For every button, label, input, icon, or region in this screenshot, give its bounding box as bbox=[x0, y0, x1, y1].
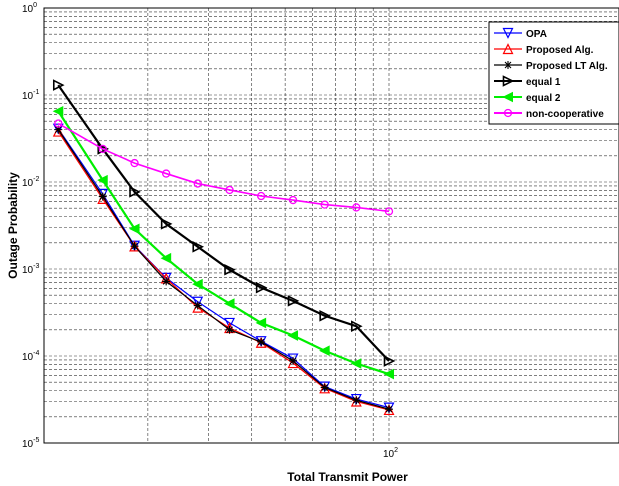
data-point bbox=[192, 240, 205, 253]
data-point bbox=[320, 383, 329, 392]
series-line bbox=[57, 84, 390, 362]
data-point bbox=[351, 320, 363, 333]
legend-box bbox=[488, 21, 619, 125]
data-point bbox=[162, 277, 171, 286]
legend-label: equal 1 bbox=[526, 77, 561, 88]
data-point bbox=[288, 195, 298, 205]
legend-marker bbox=[502, 91, 513, 103]
legend-item: non-cooperative bbox=[494, 108, 604, 120]
data-point bbox=[98, 144, 107, 154]
data-point bbox=[52, 105, 64, 117]
data-point bbox=[256, 191, 266, 201]
data-point bbox=[287, 330, 299, 341]
data-point bbox=[223, 298, 235, 309]
y-tick-label: 100 bbox=[22, 2, 37, 15]
data-point bbox=[352, 203, 361, 212]
data-point bbox=[257, 337, 266, 346]
data-point bbox=[52, 79, 65, 91]
legend-label: OPA bbox=[526, 29, 547, 40]
data-point bbox=[130, 242, 139, 251]
data-point bbox=[128, 223, 140, 235]
data-point bbox=[287, 295, 300, 307]
legend-marker bbox=[502, 43, 514, 55]
plot-frame bbox=[43, 7, 619, 444]
data-point bbox=[255, 281, 268, 294]
series-0 bbox=[52, 123, 395, 414]
y-tick-label: 10-1 bbox=[22, 89, 39, 102]
data-point bbox=[192, 296, 204, 308]
series-line bbox=[57, 128, 390, 409]
data-point bbox=[225, 325, 234, 334]
y-tick-label: 10-2 bbox=[22, 176, 39, 189]
data-point bbox=[162, 169, 171, 178]
data-point bbox=[289, 356, 298, 365]
series-5 bbox=[54, 119, 394, 216]
data-point bbox=[385, 405, 393, 414]
data-point bbox=[319, 309, 331, 322]
data-point bbox=[98, 192, 107, 201]
data-point bbox=[97, 174, 108, 186]
data-point bbox=[383, 368, 394, 380]
data-point bbox=[350, 358, 362, 369]
data-point bbox=[383, 404, 395, 416]
data-point bbox=[224, 263, 236, 276]
legend-marker bbox=[504, 61, 512, 69]
data-point bbox=[352, 396, 361, 405]
legend-label: non-cooperative bbox=[526, 109, 604, 120]
legend-marker bbox=[502, 27, 514, 39]
data-point bbox=[224, 317, 236, 329]
x-axis-title: Total Transmit Power bbox=[287, 470, 408, 484]
grid-lines bbox=[44, 8, 619, 443]
series-line bbox=[57, 122, 390, 213]
data-point bbox=[193, 301, 202, 310]
legend-marker bbox=[503, 108, 513, 118]
data-point bbox=[225, 185, 234, 195]
data-point bbox=[54, 125, 63, 134]
legend-item: OPA bbox=[494, 27, 547, 40]
legend-item: Proposed Alg. bbox=[494, 43, 594, 56]
data-point bbox=[192, 278, 203, 290]
y-tick-label: 10-4 bbox=[22, 350, 39, 363]
data-point bbox=[384, 207, 394, 216]
data-point bbox=[193, 179, 202, 188]
data-point bbox=[97, 143, 110, 155]
data-point bbox=[160, 252, 172, 264]
data-point bbox=[320, 200, 329, 209]
data-point bbox=[350, 395, 362, 407]
tick-labels: 100 10-1 10-2 10-3 10-4 10-5 102 bbox=[22, 2, 398, 460]
legend-item: equal 1 bbox=[494, 75, 561, 88]
legend: OPA Proposed Alg. Proposed LT Alg. equal 1 e… bbox=[488, 21, 619, 125]
data-point bbox=[160, 218, 173, 230]
series-1 bbox=[52, 125, 395, 416]
legend-item: equal 2 bbox=[494, 91, 561, 104]
series-4 bbox=[52, 105, 394, 380]
series-line bbox=[57, 129, 390, 410]
series-layer bbox=[52, 79, 396, 416]
series-3 bbox=[52, 79, 396, 367]
legend-marker bbox=[502, 75, 515, 87]
x-tick-label: 102 bbox=[383, 447, 398, 460]
y-tick-label: 10-5 bbox=[22, 437, 39, 450]
data-point bbox=[130, 158, 139, 168]
series-line bbox=[57, 131, 390, 411]
data-point bbox=[255, 317, 267, 329]
legend-label: equal 2 bbox=[526, 93, 561, 104]
data-point bbox=[383, 355, 396, 367]
series-2 bbox=[54, 125, 393, 414]
y-axis-title: Outage Probability bbox=[6, 172, 20, 279]
data-point bbox=[129, 186, 141, 198]
data-point bbox=[319, 345, 330, 357]
legend-item: Proposed LT Alg. bbox=[494, 61, 608, 72]
legend-label: Proposed LT Alg. bbox=[526, 61, 608, 72]
data-point bbox=[54, 119, 63, 128]
y-tick-label: 10-3 bbox=[22, 263, 39, 276]
legend-label: Proposed Alg. bbox=[526, 45, 594, 56]
